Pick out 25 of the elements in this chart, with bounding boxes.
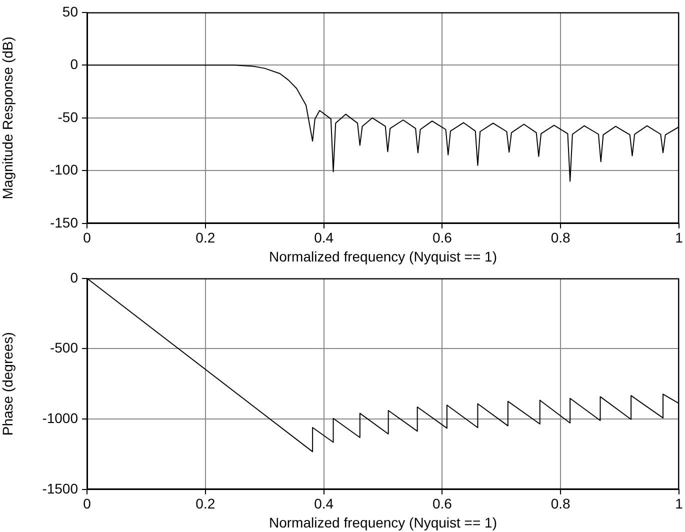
x-tick-label: 1 xyxy=(675,496,684,512)
x-tick-label: 0.6 xyxy=(432,496,452,512)
x-tick-label: 0.6 xyxy=(432,230,452,246)
x-tick-label: 0.8 xyxy=(550,496,571,512)
x-tick-label: 0.4 xyxy=(314,230,334,246)
x-tick-label: 0.2 xyxy=(196,230,216,246)
x-axis-title: Normalized frequency (Nyquist == 1) xyxy=(269,248,497,264)
y-tick-label: -1500 xyxy=(42,480,78,496)
x-tick-label: 1 xyxy=(675,230,684,246)
y-tick-label: -500 xyxy=(50,340,78,356)
y-tick-label: 0 xyxy=(70,269,78,286)
y-tick-label: 0 xyxy=(70,56,78,72)
x-tick-label: 0 xyxy=(83,496,92,512)
y-axis-title: Magnitude Response (dB) xyxy=(0,36,16,200)
y-tick-label: -50 xyxy=(58,108,78,125)
y-tick-label: -150 xyxy=(50,214,78,230)
x-axis-title: Normalized frequency (Nyquist == 1) xyxy=(269,514,497,530)
x-tick-label: 0.2 xyxy=(196,496,216,512)
x-tick-label: 0.4 xyxy=(314,496,334,512)
x-tick-label: 0.8 xyxy=(550,230,571,246)
y-tick-label: -1000 xyxy=(42,410,78,426)
y-tick-label: 50 xyxy=(62,3,78,20)
y-tick-label: -100 xyxy=(50,162,78,178)
x-tick-label: 0 xyxy=(83,230,92,246)
y-axis-title: Phase (degrees) xyxy=(0,332,16,436)
